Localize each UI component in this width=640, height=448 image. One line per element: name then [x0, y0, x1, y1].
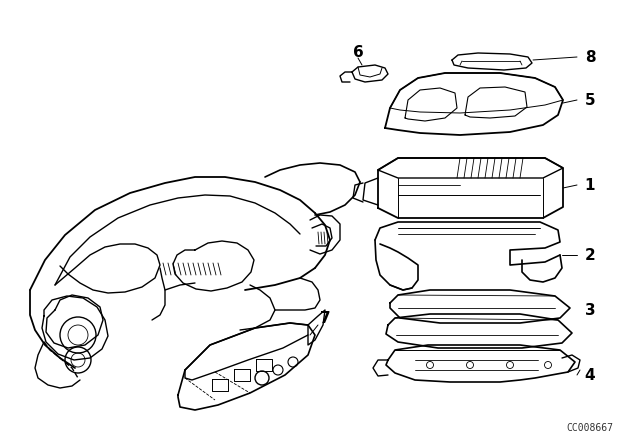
Text: 4: 4 — [585, 367, 595, 383]
Text: 1: 1 — [585, 177, 595, 193]
Text: 6: 6 — [353, 44, 364, 60]
Text: 2: 2 — [584, 247, 595, 263]
Text: CC008667: CC008667 — [566, 423, 614, 433]
Text: 8: 8 — [585, 49, 595, 65]
Text: 5: 5 — [585, 92, 595, 108]
Text: 7: 7 — [320, 310, 331, 326]
Text: 3: 3 — [585, 302, 595, 318]
